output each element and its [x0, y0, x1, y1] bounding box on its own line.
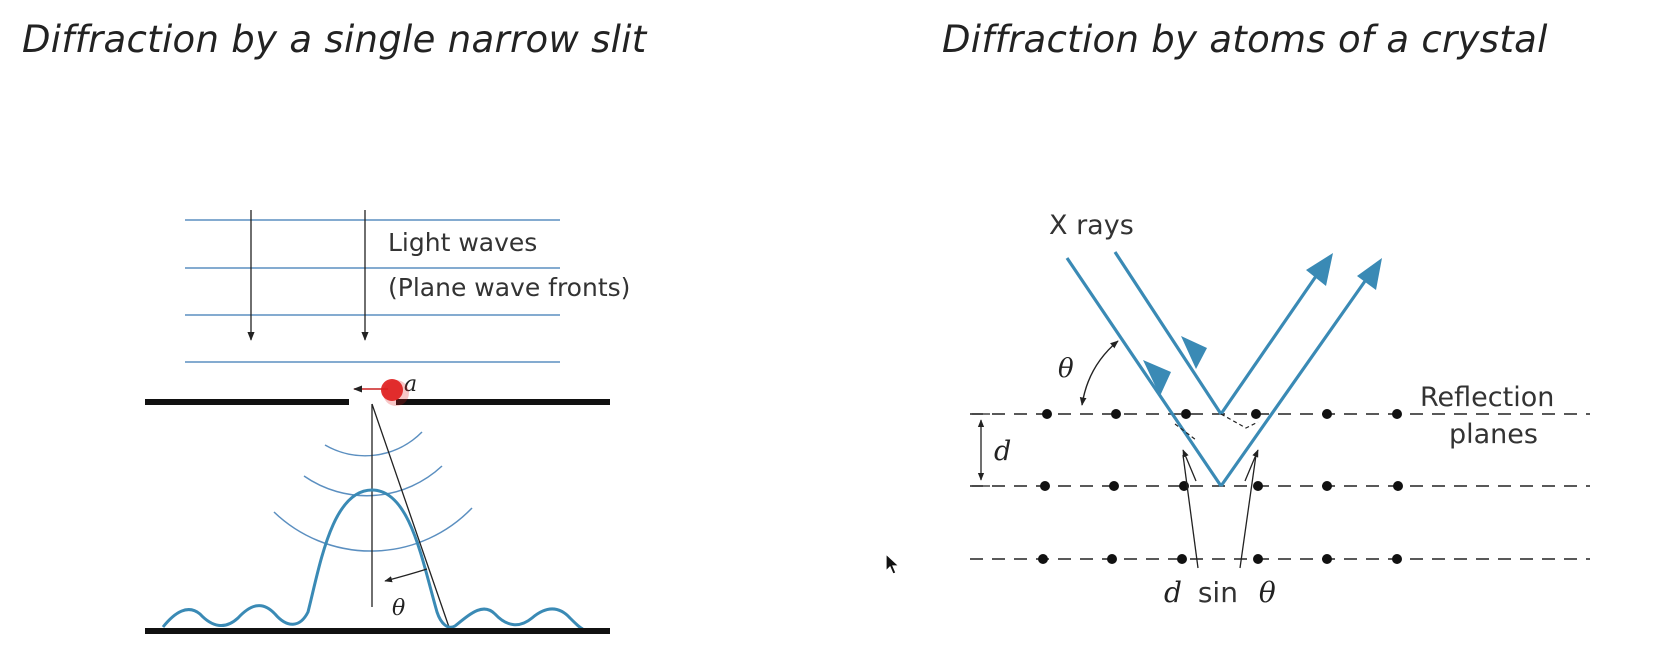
atom: [1040, 481, 1050, 491]
d-spacing-label: d: [994, 436, 1011, 467]
atom: [1042, 409, 1052, 419]
plane-wave-fronts-label: (Plane wave fronts): [388, 273, 630, 302]
reflected-arrowhead: [1306, 253, 1333, 286]
title-crystal: Diffraction by atoms of a crystal: [942, 18, 1548, 61]
diffracted-wavefronts: [273, 431, 473, 552]
atom: [1322, 481, 1332, 491]
diffracted-arc: [324, 431, 423, 457]
atom: [1253, 554, 1263, 564]
incident-arrowhead: [1181, 336, 1207, 369]
d-sin-theta-theta: θ: [1259, 576, 1276, 609]
light-waves-label: Light waves: [388, 228, 537, 257]
xray-arrowheads: [1143, 253, 1382, 396]
atom: [1322, 409, 1332, 419]
dsin-pointer-right: [1239, 454, 1257, 569]
angle-line: [371, 403, 451, 631]
atom: [1253, 481, 1263, 491]
incident-ray-inner: [1113, 251, 1223, 415]
atom: [1393, 481, 1403, 491]
diffracted-arc: [303, 465, 443, 497]
theta-angle-arc: [1079, 340, 1119, 406]
red-marker-glow: [383, 380, 409, 406]
planes-label: planes: [1449, 419, 1538, 450]
atom: [1038, 554, 1048, 564]
d-sin-theta-d: d: [1164, 576, 1182, 609]
atom: [1392, 409, 1402, 419]
title-single-slit: Diffraction by a single narrow slit: [22, 18, 647, 61]
intensity-pattern-curve: [161, 488, 584, 631]
single-slit-diagram: Light waves (Plane wave fronts) a θ: [145, 210, 630, 634]
reflected-ray-outer: [1219, 273, 1372, 487]
diffracted-arc: [273, 507, 473, 552]
atom: [1181, 409, 1191, 419]
reflected-arrowhead: [1357, 258, 1382, 290]
d-sin-theta-label: d sin θ: [1164, 576, 1276, 609]
atom: [1392, 554, 1402, 564]
xrays-label: X rays: [1049, 210, 1134, 241]
theta-label-crystal: θ: [1058, 354, 1074, 384]
theta-angle-arc: [384, 568, 428, 583]
dsin-pointer-left-arrow: [1182, 449, 1197, 482]
atom: [1177, 554, 1187, 564]
path-difference-dashes: [1174, 413, 1259, 441]
incident-ray-outer: [1065, 257, 1223, 487]
slit-barrier-left: [145, 399, 349, 405]
atom: [1251, 409, 1261, 419]
reflection-planes: [970, 413, 1590, 560]
slit-barrier-right: [396, 399, 610, 405]
screen-baseline: [145, 628, 610, 634]
theta-label-slit: θ: [392, 596, 405, 621]
incident-arrowhead: [1143, 360, 1171, 396]
dsin-pointer-left: [1182, 454, 1199, 569]
plane-wavefronts: [185, 219, 560, 363]
atom: [1109, 481, 1119, 491]
dsin-pointer-right-arrow: [1244, 449, 1259, 482]
atom: [1322, 554, 1332, 564]
reflected-ray-inner: [1219, 265, 1325, 415]
atom: [1107, 554, 1117, 564]
slit-width-label: a: [404, 372, 417, 397]
atom: [1111, 409, 1121, 419]
crystal-diagram: X rays θ d Reflection planes d sin θ: [970, 210, 1590, 609]
d-sin-theta-sin: sin: [1198, 576, 1238, 609]
mouse-cursor-icon: [885, 553, 901, 575]
atom-lattice: [1038, 409, 1403, 564]
red-marker-dot: [381, 379, 403, 401]
xray-beams: [1065, 251, 1372, 487]
reflection-label: Reflection: [1420, 382, 1554, 413]
